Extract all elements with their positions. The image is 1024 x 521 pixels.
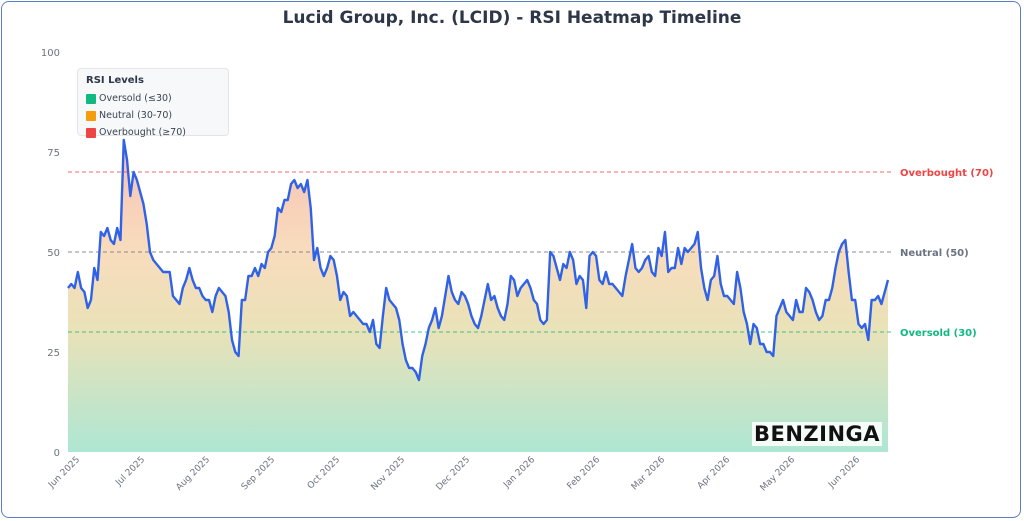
x-tick-label: Oct 2025 bbox=[306, 455, 342, 491]
x-tick-label: Feb 2026 bbox=[566, 455, 603, 492]
y-axis: 0 25 50 75 100 bbox=[41, 48, 60, 459]
y-tick-label: 50 bbox=[47, 248, 60, 259]
x-tick-label: Aug 2025 bbox=[174, 455, 212, 493]
legend: RSI Levels Oversold (≤30) Neutral (30-70… bbox=[77, 68, 229, 138]
legend-title: RSI Levels bbox=[86, 75, 144, 86]
area-layer bbox=[68, 140, 888, 452]
benzinga-logo: BENZINGA bbox=[752, 422, 883, 446]
y-tick-label: 75 bbox=[47, 148, 60, 159]
x-axis: Jun 2025 Jul 2025 Aug 2025 Sep 2025 Oct 2025… bbox=[46, 455, 862, 494]
x-tick-label: Nov 2025 bbox=[369, 455, 407, 493]
x-tick-label: Mar 2026 bbox=[630, 455, 667, 492]
reference-label-70: Overbought (70) bbox=[900, 168, 993, 179]
legend-swatch bbox=[86, 127, 96, 138]
y-tick-label: 100 bbox=[41, 48, 60, 59]
x-tick-label: Jan 2026 bbox=[501, 455, 537, 491]
legend-swatch bbox=[86, 93, 96, 104]
chart-title: Lucid Group, Inc. (LCID) - RSI Heatmap T… bbox=[282, 8, 742, 28]
y-tick-label: 25 bbox=[47, 348, 60, 359]
legend-swatch bbox=[86, 110, 96, 121]
line-layer bbox=[67, 138, 890, 382]
legend-label: Overbought (≥70) bbox=[99, 127, 186, 138]
x-tick-label: Dec 2025 bbox=[435, 455, 473, 493]
x-tick-label: May 2026 bbox=[759, 455, 798, 494]
x-tick-label: Jul 2025 bbox=[113, 455, 147, 489]
x-tick-label: Jun 2026 bbox=[826, 455, 862, 491]
x-tick-label: Apr 2026 bbox=[696, 455, 732, 491]
legend-label: Oversold (≤30) bbox=[99, 93, 172, 104]
x-tick-label: Sep 2025 bbox=[240, 455, 277, 492]
legend-item-overbought: Overbought (≥70) bbox=[86, 124, 220, 141]
reference-lines: Overbought (70) Neutral (50) Oversold (30) bbox=[68, 168, 993, 339]
legend-label: Neutral (30-70) bbox=[99, 110, 173, 121]
rsi-area bbox=[68, 140, 888, 452]
legend-item-neutral: Neutral (30-70) bbox=[86, 107, 220, 124]
legend-item-oversold: Oversold (≤30) bbox=[86, 90, 220, 107]
reference-label-50: Neutral (50) bbox=[900, 248, 969, 259]
rsi-line bbox=[67, 138, 890, 382]
x-tick-label: Jun 2025 bbox=[46, 455, 82, 491]
reference-label-30: Oversold (30) bbox=[900, 328, 977, 339]
y-tick-label: 0 bbox=[54, 448, 60, 459]
